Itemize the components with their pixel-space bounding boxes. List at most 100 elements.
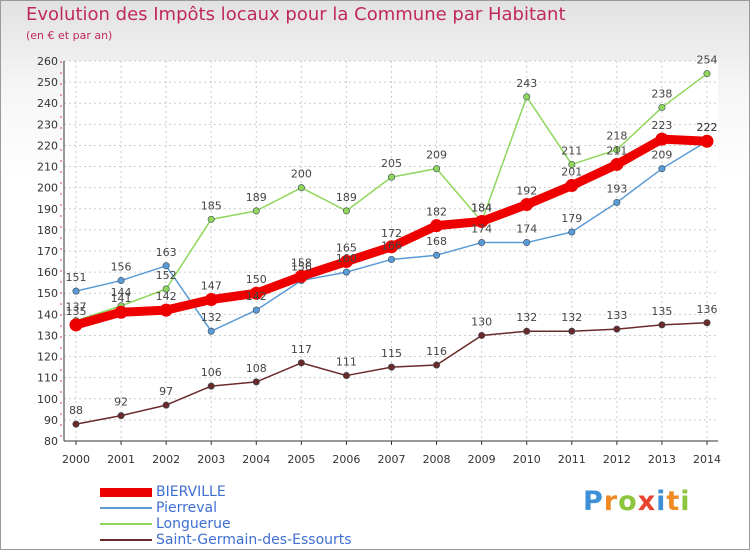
x-tick-label: 2001: [107, 453, 135, 466]
point-saint-germain-des-essourts: [297, 359, 305, 367]
point-saint-germain-des-essourts: [387, 363, 395, 371]
x-tick-label: 2006: [332, 453, 360, 466]
point-bierville: [294, 269, 308, 283]
data-label-bierville: 211: [606, 144, 627, 157]
data-label-bierville: 135: [66, 305, 87, 318]
point-pierreval: [72, 287, 80, 295]
data-label-longuerue: 189: [246, 191, 267, 204]
data-label-longuerue: 243: [516, 77, 537, 90]
data-label-bierville: 172: [381, 227, 402, 240]
logo-letter: P: [583, 486, 604, 517]
data-label-pierreval: 156: [111, 261, 132, 274]
data-label-saint-germain-des-essourts: 92: [114, 396, 128, 409]
data-label-longuerue: 185: [201, 199, 222, 212]
point-saint-germain-des-essourts: [703, 319, 711, 327]
point-saint-germain-des-essourts: [252, 378, 260, 386]
data-label-pierreval: 166: [381, 239, 402, 252]
point-saint-germain-des-essourts: [207, 382, 215, 390]
point-bierville: [159, 303, 173, 317]
point-bierville: [69, 318, 83, 332]
data-label-longuerue: 238: [651, 87, 672, 100]
data-label-bierville: 150: [246, 273, 267, 286]
point-saint-germain-des-essourts: [523, 327, 531, 335]
point-pierreval: [478, 239, 486, 247]
point-longuerue: [658, 103, 666, 111]
y-tick-label: 200: [37, 182, 58, 195]
point-bierville: [385, 240, 398, 254]
data-label-pierreval: 174: [471, 223, 492, 236]
point-bierville: [700, 134, 714, 148]
data-label-bierville: 184: [471, 201, 492, 214]
data-label-bierville: 223: [651, 119, 672, 132]
point-pierreval: [433, 251, 441, 259]
legend-swatch: [100, 507, 152, 509]
x-tick-label: 2005: [287, 453, 315, 466]
x-tick-label: 2013: [648, 453, 676, 466]
x-tick-label: 2009: [468, 453, 496, 466]
point-saint-germain-des-essourts: [478, 331, 486, 339]
data-label-pierreval: 151: [66, 271, 87, 284]
y-tick-label: 90: [44, 414, 58, 427]
data-label-longuerue: 205: [381, 157, 402, 170]
point-pierreval: [162, 262, 170, 270]
x-tick-label: 2012: [603, 453, 631, 466]
proxiti-logo: Proxiti: [583, 486, 691, 517]
point-bierville: [430, 219, 444, 233]
data-label-pierreval: 168: [426, 235, 447, 248]
x-tick-label: 2010: [513, 453, 541, 466]
y-tick-label: 110: [37, 372, 58, 385]
data-label-longuerue: 209: [426, 149, 447, 162]
data-label-saint-germain-des-essourts: 88: [69, 404, 83, 417]
point-bierville: [339, 255, 353, 269]
logo-letter: i: [656, 486, 667, 517]
legend-swatch: [100, 523, 152, 525]
x-tick-label: 2011: [558, 453, 586, 466]
data-label-saint-germain-des-essourts: 116: [426, 345, 447, 358]
x-tick-label: 2014: [693, 453, 721, 466]
point-pierreval: [252, 306, 260, 314]
chart-title: Evolution des Impôts locaux pour la Comm…: [26, 4, 566, 25]
point-pierreval: [207, 327, 215, 335]
data-label-longuerue: 189: [336, 191, 357, 204]
data-labels: 151 156 163 132 142 156 160 166 168 174 174 179 193 2…: [66, 54, 718, 417]
data-label-pierreval: 156: [291, 261, 312, 274]
point-pierreval: [342, 268, 350, 276]
point-saint-germain-des-essourts: [658, 321, 666, 329]
y-tick-label: 150: [37, 287, 58, 300]
data-label-saint-germain-des-essourts: 130: [471, 315, 492, 328]
data-label-longuerue: 144: [111, 286, 132, 299]
y-tick-label: 240: [37, 97, 58, 110]
point-longuerue: [703, 70, 711, 78]
point-bierville: [114, 305, 128, 319]
point-saint-germain-des-essourts: [613, 325, 621, 333]
point-pierreval: [568, 228, 576, 236]
point-longuerue: [568, 160, 576, 168]
point-saint-germain-des-essourts: [117, 412, 125, 420]
point-longuerue: [297, 184, 305, 192]
data-label-longuerue: 200: [291, 168, 312, 181]
y-tick-label: 160: [37, 266, 58, 279]
data-label-longuerue: 218: [606, 130, 627, 143]
point-longuerue: [252, 207, 260, 215]
data-label-bierville: 158: [291, 256, 312, 269]
data-label-pierreval: 222: [697, 121, 718, 134]
point-bierville: [655, 132, 669, 146]
data-label-longuerue: 152: [156, 269, 177, 282]
data-label-pierreval: 174: [516, 223, 537, 236]
y-tick-label: 140: [37, 308, 58, 321]
data-label-bierville: 182: [426, 206, 447, 219]
data-label-bierville: 201: [561, 166, 582, 179]
point-pierreval: [613, 198, 621, 206]
x-tick-label: 2008: [423, 453, 451, 466]
data-label-saint-germain-des-essourts: 106: [201, 366, 222, 379]
legend-label: Pierreval: [156, 500, 217, 516]
data-label-saint-germain-des-essourts: 133: [606, 309, 627, 322]
data-label-saint-germain-des-essourts: 136: [697, 303, 718, 316]
logo-letter: r: [603, 486, 619, 517]
data-label-longuerue: 254: [697, 54, 718, 67]
y-tick-label: 210: [37, 161, 58, 174]
y-tick-label: 260: [37, 55, 58, 68]
data-label-pierreval: 142: [246, 290, 267, 303]
point-longuerue: [523, 93, 531, 101]
